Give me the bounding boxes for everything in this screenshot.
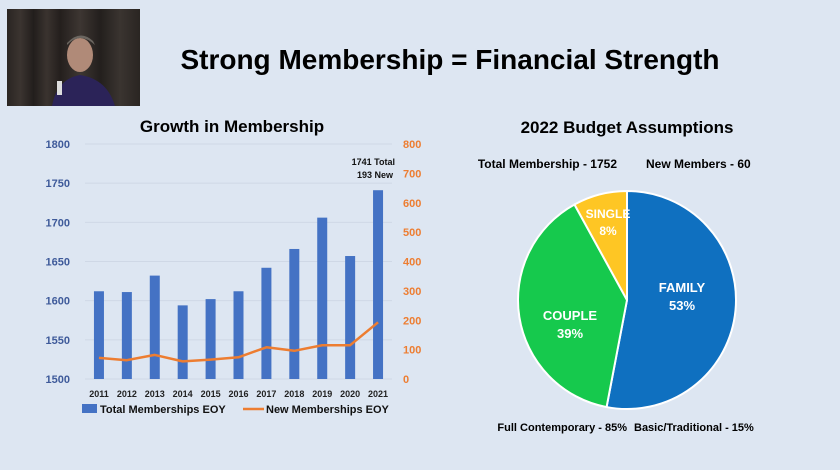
presenter-figure bbox=[52, 35, 115, 106]
bar-2013 bbox=[149, 275, 160, 379]
pie-pct-family: 53% bbox=[669, 298, 695, 313]
slide-title: Strong Membership = Financial Strength bbox=[180, 44, 720, 75]
pie-subtitle-new: New Members - 60 bbox=[646, 157, 751, 171]
x-axis-tick: 2021 bbox=[368, 389, 388, 399]
bar-2015 bbox=[205, 299, 216, 379]
presenter-video bbox=[7, 9, 140, 106]
bar-2019 bbox=[317, 217, 328, 379]
right-axis-tick: 700 bbox=[403, 168, 421, 180]
bar-2021 bbox=[373, 190, 384, 379]
annotation-total: 1741 Total bbox=[352, 157, 395, 167]
right-axis-tick: 100 bbox=[403, 345, 421, 357]
left-axis-tick: 1550 bbox=[46, 335, 70, 347]
bar-2014 bbox=[177, 305, 188, 379]
legend-label-line: New Memberships EOY bbox=[266, 404, 390, 416]
pie-slice-single bbox=[573, 189, 628, 301]
bar-chart-title: Growth in Membership bbox=[140, 117, 324, 136]
right-axis-tick: 200 bbox=[403, 315, 421, 327]
right-axis-tick: 500 bbox=[403, 227, 421, 239]
x-axis-tick: 2017 bbox=[256, 389, 276, 399]
bar-2011 bbox=[93, 291, 104, 379]
pie-footer-contemporary: Full Contemporary - 85% bbox=[497, 422, 627, 434]
right-axis-tick: 600 bbox=[403, 198, 421, 210]
legend-label-bars: Total Memberships EOY bbox=[100, 404, 226, 416]
left-axis-tick: 1700 bbox=[46, 217, 70, 229]
left-axis-tick: 1500 bbox=[46, 374, 70, 386]
x-axis-tick: 2020 bbox=[340, 389, 360, 399]
right-axis-tick: 0 bbox=[403, 374, 409, 386]
pie-pct-single: 8% bbox=[599, 224, 617, 238]
right-axis-tick: 300 bbox=[403, 286, 421, 298]
bar-2016 bbox=[233, 291, 244, 379]
pie-footer-traditional: Basic/Traditional - 15% bbox=[634, 422, 754, 434]
right-axis-tick: 800 bbox=[403, 139, 421, 151]
legend-swatch-bars bbox=[82, 404, 97, 413]
pie-label-single: SINGLE bbox=[586, 207, 631, 221]
x-axis-tick: 2016 bbox=[228, 389, 248, 399]
bar-2020 bbox=[345, 256, 356, 379]
bar-2012 bbox=[121, 292, 132, 379]
pie-subtitle-total: Total Membership - 1752 bbox=[478, 157, 617, 171]
bar-2018 bbox=[289, 248, 300, 379]
bar-2017 bbox=[261, 267, 272, 379]
pie-slice-couple bbox=[517, 203, 629, 409]
x-axis-tick: 2015 bbox=[201, 389, 221, 399]
pie-label-family: FAMILY bbox=[659, 280, 706, 295]
x-axis-tick: 2019 bbox=[312, 389, 332, 399]
pie-chart-title: 2022 Budget Assumptions bbox=[521, 118, 734, 137]
x-axis-tick: 2014 bbox=[173, 389, 193, 399]
pie-label-couple: COUPLE bbox=[543, 308, 598, 323]
x-axis-tick: 2011 bbox=[89, 389, 109, 399]
left-axis-tick: 1650 bbox=[46, 257, 70, 269]
annotation-new: 193 New bbox=[357, 170, 394, 180]
x-axis-tick: 2018 bbox=[284, 389, 304, 399]
budget-pie-chart: FAMILY 53% COUPLE 39% SINGLE 8% bbox=[517, 189, 737, 410]
left-axis-tick: 1600 bbox=[46, 296, 70, 308]
left-axis-tick: 1800 bbox=[46, 139, 70, 151]
membership-growth-chart: 1500 1550 1600 1650 1700 1750 1800 0 100 200 300 40… bbox=[46, 139, 422, 416]
x-axis-tick: 2013 bbox=[145, 389, 165, 399]
pie-slice-family bbox=[605, 189, 737, 410]
x-axis-tick: 2012 bbox=[117, 389, 137, 399]
left-axis-tick: 1750 bbox=[46, 178, 70, 190]
pie-pct-couple: 39% bbox=[557, 326, 583, 341]
right-axis-tick: 400 bbox=[403, 257, 421, 269]
